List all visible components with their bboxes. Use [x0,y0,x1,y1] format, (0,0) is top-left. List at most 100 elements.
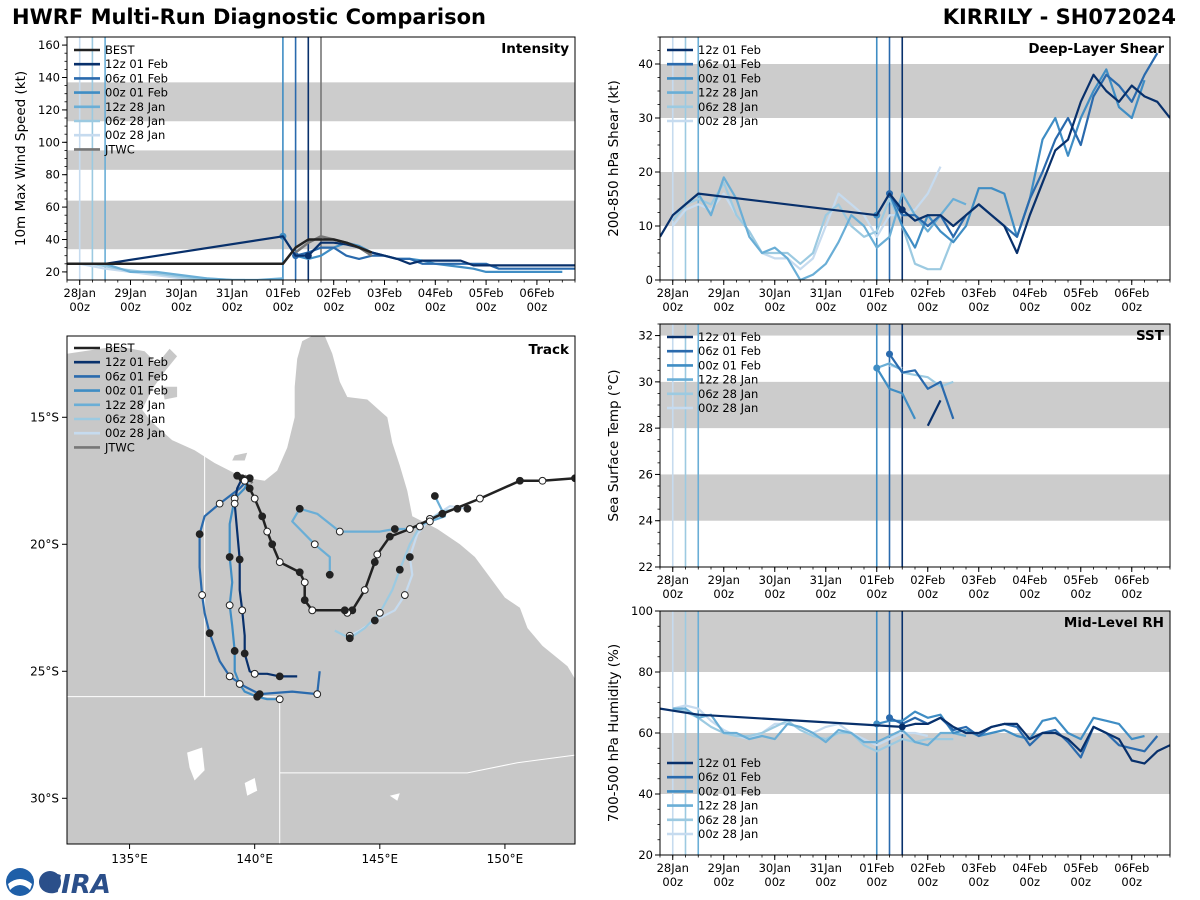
track-legend-label-06z-28-jan: 06z 28 Jan [105,412,165,426]
legend-label-00z-01-feb: 00z 01 Feb [105,86,168,100]
track-legend-label-00z-01-feb: 00z 01 Feb [105,384,168,398]
legend-label-06z-01-feb: 06z 01 Feb [105,71,168,85]
intensity-xtick-sublabel: 00z [120,300,141,314]
track-point-best [516,476,524,485]
track-06z-01-feb [198,477,321,696]
track-legend-label-06z-01-feb: 06z 01 Feb [105,369,168,383]
rh-xtick-sublabel: 00z [662,875,683,889]
rh-panel-title: Mid-Level RH [1064,615,1164,631]
track-point-06z-01-feb [205,629,214,638]
series-00z-01-feb [875,367,916,420]
intensity-xtick-label: 02Feb [316,286,351,300]
rh-ytick-label: 40 [638,787,653,801]
legend-label-00z-01-feb: 00z 01 Feb [698,71,761,85]
shear-xtick-sublabel: 00z [764,300,785,314]
track-point-00z-01-feb [230,647,239,655]
rh-xtick-sublabel: 00z [917,875,938,889]
legend-label-12z-01-feb: 12z 01 Feb [698,756,761,770]
rh-xtick-sublabel: 00z [764,875,785,889]
sst-xtick-sublabel: 00z [1070,587,1091,601]
track-point-06z-28-jan [395,565,404,574]
sst-xtick-label: 30Jan [759,573,791,587]
lake-0 [187,747,205,781]
rh-xtick-label: 02Feb [910,861,945,875]
intensity-xtick-label: 31Jan [216,286,248,300]
track-point-12z-01-feb [275,672,284,681]
track-point-00z-01-feb [235,680,244,688]
series-06z-01-feb [295,246,575,270]
sst-xtick-sublabel: 00z [1121,587,1142,601]
track-point-best [295,568,304,577]
intensity-ytick-label: 120 [38,103,60,117]
track-point-12z-01-feb [230,499,239,508]
track-point-00z-28-jan [370,616,379,625]
intensity-xtick-label: 06Feb [519,286,554,300]
sst-band-2 [660,324,1170,336]
noaa-wave-icon [8,879,32,890]
legend-label-00z-28-jan: 00z 28 Jan [698,827,758,841]
track-legend-label-00z-28-jan: 00z 28 Jan [105,426,165,440]
shear-xtick-label: 28Jan [657,286,689,300]
series-06z-28-jan [902,371,954,388]
shear-xtick-label: 30Jan [759,286,791,300]
legend-label-06z-28-jan: 06z 28 Jan [698,813,758,827]
intensity-ylabel: 10m Max Wind Speed (kt) [13,71,29,246]
track-point-00z-01-feb [225,601,234,610]
intensity-xtick-sublabel: 00z [69,300,90,314]
island-0 [162,386,178,400]
sst-xtick-label: 03Feb [961,573,996,587]
track-point-12z-01-feb [240,649,249,658]
track-point-12z-28-jan [390,525,399,533]
init-point-12z-01-feb [304,252,312,260]
cira-globe-icon [39,871,61,893]
intensity-xtick-sublabel: 00z [323,300,344,314]
shear-xtick-sublabel: 00z [917,300,938,314]
legend-label-00z-28-jan: 00z 28 Jan [698,401,758,415]
series-12z-01-feb [104,235,575,267]
sst-ytick-label: 24 [638,514,653,528]
intensity-xtick-label: 01Feb [265,286,300,300]
sst-xtick-sublabel: 00z [662,587,683,601]
sst-xtick-sublabel: 00z [713,587,734,601]
sst-ytick-label: 32 [638,329,653,343]
init-point-12z-01-feb [898,723,906,731]
lake-1 [244,778,258,796]
intensity-xtick-sublabel: 00z [374,300,395,314]
legend-label-00z-01-feb: 00z 01 Feb [698,358,761,372]
legend-label-00z-28-jan: 00z 28 Jan [105,128,165,142]
legend-label-12z-28-jan: 12z 28 Jan [105,100,165,114]
track-point-best [300,596,309,605]
intensity-xtick-label: 29Jan [114,286,146,300]
sst-xtick-label: 04Feb [1012,573,1047,587]
track-point-06z-01-feb [215,499,224,508]
intensity-ytick-label: 80 [45,168,60,182]
sst-xtick-sublabel: 00z [866,587,887,601]
sst-band-1 [660,381,1170,429]
track-point-best [538,476,547,485]
intensity-panel-title: Intensity [501,41,569,57]
rh-xtick-label: 29Jan [708,861,740,875]
track-point-00z-28-jan [400,591,409,599]
state-border-qld-nsw [279,754,575,774]
series-12z-01-feb [926,399,942,427]
legend-label-12z-01-feb: 12z 01 Feb [105,57,168,71]
sst-xtick-sublabel: 00z [815,587,836,601]
track-legend-label-jtwc: JTWC [104,440,135,454]
shear-panel: 01020304028Jan00z29Jan00z30Jan00z31Jan00… [606,36,1171,314]
track-point-12z-01-feb [250,669,259,678]
track-point-best [373,550,382,559]
sst-panel-title: SST [1136,328,1165,344]
sst-xtick-label: 05Feb [1063,573,1098,587]
intensity-xtick-label: 04Feb [418,286,453,300]
shear-xtick-sublabel: 00z [1019,300,1040,314]
track-xtick-label: 140°E [236,852,273,866]
intensity-ytick-label: 60 [45,200,60,214]
track-point-12z-28-jan [430,492,439,500]
shear-ytick-label: 40 [638,57,653,71]
track-point-best [360,586,369,594]
storm-name: KIRRILY - SH072024 [942,5,1176,29]
intensity-panel: 2040608010012014016028Jan00z29Jan00z30Ja… [13,36,576,314]
track-point-best [245,484,254,493]
track-point-best [385,532,394,541]
intensity-ytick-label: 140 [38,71,60,85]
